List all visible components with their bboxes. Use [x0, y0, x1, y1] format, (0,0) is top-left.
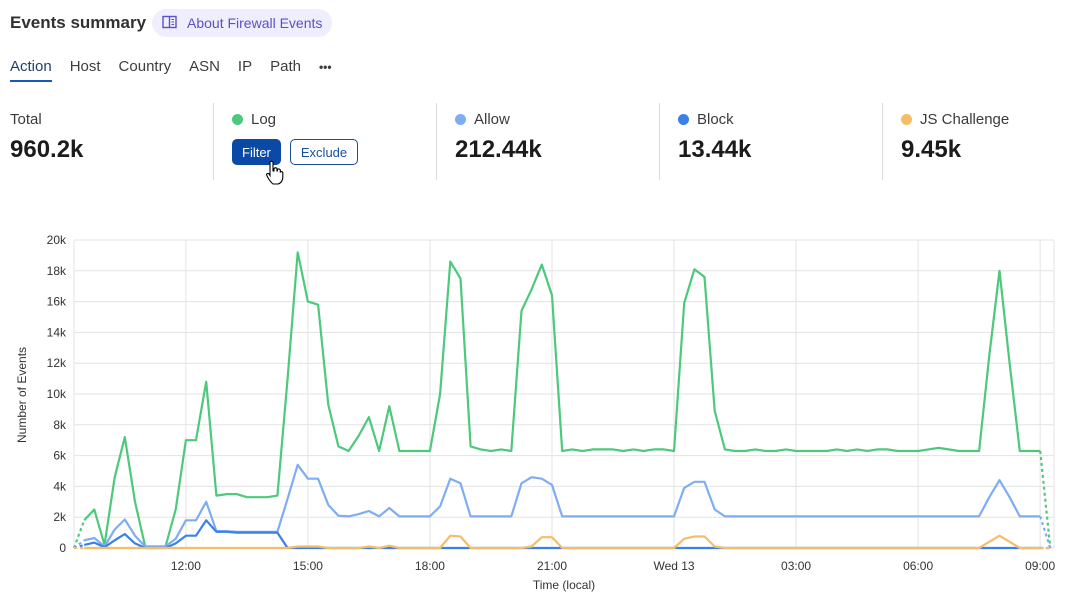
allow-dot-icon: [455, 114, 466, 125]
series-line: [83, 463, 1041, 548]
book-icon: [162, 15, 177, 32]
y-tick-label: 6k: [53, 449, 67, 463]
stat-challenge-label: JS Challenge: [920, 111, 1010, 128]
tab-host[interactable]: Host: [69, 58, 101, 75]
tab-ip[interactable]: IP: [237, 58, 253, 75]
block-dot-icon: [678, 114, 689, 125]
y-tick-label: 2k: [53, 510, 67, 524]
stat-allow-label: Allow: [474, 111, 510, 128]
hand-pointer-cursor-icon: [265, 160, 284, 185]
exclude-button[interactable]: Exclude: [289, 139, 359, 165]
series-line: [83, 519, 1041, 550]
log-dot-icon: [232, 114, 243, 125]
stat-total: Total 960.2k: [10, 103, 83, 180]
x-tick-label: 09:00: [1025, 559, 1055, 573]
y-tick-label: 20k: [47, 233, 67, 247]
x-tick-label: 03:00: [781, 559, 811, 573]
stat-allow: Allow 212.44k: [455, 103, 542, 180]
stat-challenge: JS Challenge 9.45k: [901, 103, 1009, 180]
stat-block-value: 13.44k: [678, 136, 752, 163]
series-block: [73, 519, 1051, 550]
x-tick-label: 18:00: [415, 559, 445, 573]
y-axis-title: Number of Events: [15, 347, 29, 443]
about-label: About Firewall Events: [187, 15, 323, 31]
x-tick-label: 06:00: [903, 559, 933, 573]
y-tick-label: 14k: [47, 325, 67, 339]
x-axis-title: Time (local): [533, 578, 595, 592]
tab-asn[interactable]: ASN: [189, 58, 220, 75]
y-tick-label: 8k: [53, 418, 67, 432]
tab-path[interactable]: Path: [270, 58, 301, 75]
y-tick-label: 0: [59, 541, 66, 555]
y-tick-label: 4k: [53, 479, 67, 493]
series-line-partial-end: [1039, 450, 1052, 549]
page-title: Events summary: [10, 13, 147, 32]
x-tick-label: 12:00: [171, 559, 201, 573]
tab-country[interactable]: Country: [118, 58, 172, 75]
about-firewall-events-button[interactable]: About Firewall Events: [152, 9, 333, 37]
series-js-challenge: [74, 534, 1051, 550]
stat-challenge-value: 9.45k: [901, 136, 962, 163]
series-allow: [73, 463, 1052, 549]
y-tick-label: 16k: [47, 295, 67, 309]
filter-button[interactable]: Filter: [232, 139, 281, 165]
divider: [882, 103, 883, 180]
stat-allow-value: 212.44k: [455, 136, 542, 163]
x-tick-label: Wed 13: [653, 559, 694, 573]
divider: [213, 103, 214, 180]
series-line: [84, 534, 1041, 550]
challenge-dot-icon: [901, 114, 912, 125]
y-tick-label: 10k: [47, 387, 67, 401]
more-tabs-button[interactable]: •••: [318, 60, 332, 74]
y-tick-label: 12k: [47, 356, 67, 370]
series-line-partial-start: [72, 519, 86, 549]
tab-action[interactable]: Action: [10, 58, 52, 82]
stat-log: Log Filter Exclude: [232, 103, 359, 180]
events-line-chart: 0 2k 4k 6k 8k 10k 12k 14k 16k 18k 20k 12:00 15:00 18…: [15, 233, 1055, 592]
divider: [659, 103, 660, 180]
y-tick-label: 18k: [47, 264, 67, 278]
tab-bar: Action Host Country ASN IP Path •••: [10, 58, 332, 82]
stat-total-label: Total: [10, 111, 42, 128]
stat-block-label: Block: [697, 111, 734, 128]
series-log: [72, 251, 1052, 549]
x-tick-label: 21:00: [537, 559, 567, 573]
stat-log-label: Log: [251, 111, 277, 128]
stat-block: Block 13.44k: [678, 103, 751, 180]
stat-total-value: 960.2k: [10, 136, 84, 163]
x-tick-label: 15:00: [293, 559, 323, 573]
divider: [436, 103, 437, 180]
series-line: [83, 251, 1041, 548]
